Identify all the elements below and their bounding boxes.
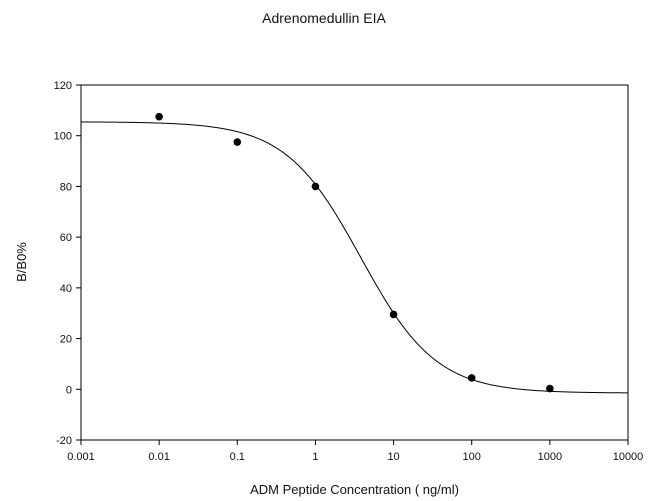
x-tick-label: 0.001 [67, 451, 95, 463]
y-tick-label: -20 [56, 435, 72, 447]
y-tick-label: 120 [54, 80, 72, 92]
data-point [546, 384, 554, 393]
y-tick-label: 0 [66, 384, 72, 396]
data-point [311, 182, 320, 191]
x-tick-label: 1000 [538, 451, 562, 463]
y-tick-label: 100 [54, 131, 72, 143]
x-axis-ticks: 0.001 0.01 0.1 1 10 100 1000 10000 [67, 440, 643, 463]
x-tick-label: 0.01 [148, 451, 169, 463]
y-tick-label: 80 [60, 181, 72, 193]
data-point [467, 374, 476, 382]
data-point [233, 138, 242, 146]
x-tick-label: 10000 [613, 451, 644, 463]
y-tick-label: 20 [60, 334, 72, 346]
x-axis-label: ADM Peptide Concentration ( ng/ml) [250, 482, 459, 497]
y-axis-ticks: -20 0 20 40 60 80 100 120 [54, 80, 81, 447]
x-tick-label: 1 [312, 451, 318, 463]
y-tick-label: 60 [60, 232, 72, 244]
x-tick-label: 100 [463, 451, 481, 463]
y-tick-label: 40 [60, 283, 72, 295]
y-axis-label: B/B0% [14, 242, 29, 282]
fitted-curve [80, 121, 629, 394]
plot-frame [80, 84, 629, 441]
data-point [155, 112, 163, 121]
data-point [389, 310, 398, 319]
x-tick-label: 10 [387, 451, 399, 463]
x-tick-label: 0.1 [230, 451, 245, 463]
chart-title: Adrenomedullin EIA [262, 10, 386, 26]
data-points [155, 112, 554, 393]
